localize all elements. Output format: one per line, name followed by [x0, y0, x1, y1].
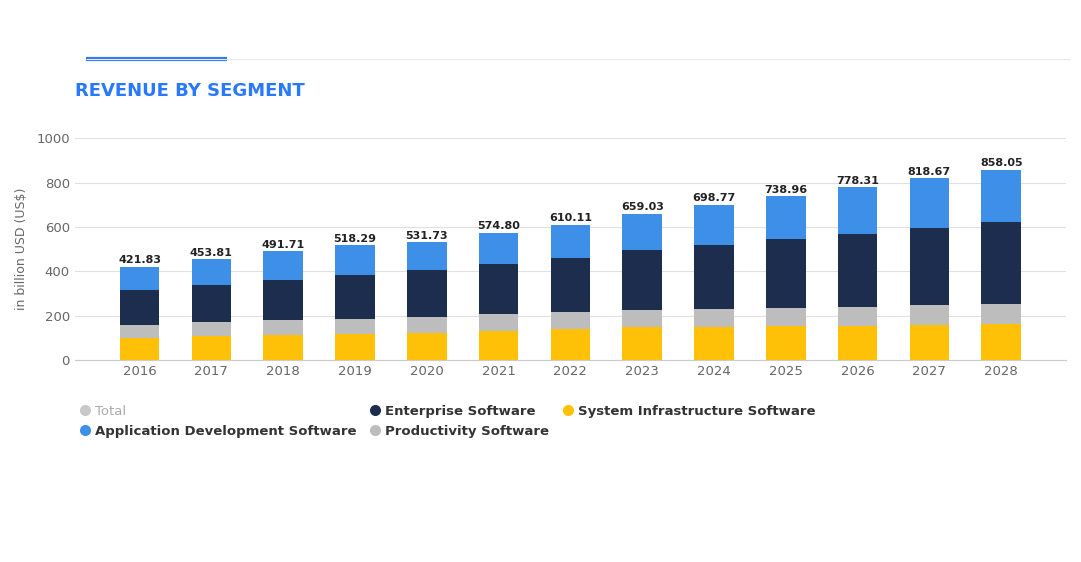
Bar: [408, 333, 446, 360]
Bar: [766, 239, 805, 308]
Y-axis label: in billion USD (US$): in billion USD (US$): [15, 188, 28, 310]
Bar: [120, 291, 159, 325]
Bar: [335, 334, 375, 360]
Bar: [623, 214, 662, 250]
Bar: [838, 234, 878, 306]
Bar: [982, 304, 1020, 324]
Bar: [408, 242, 446, 270]
Bar: [479, 264, 519, 314]
Bar: [335, 275, 375, 319]
Bar: [982, 324, 1020, 360]
Bar: [120, 266, 159, 291]
Bar: [909, 228, 949, 305]
Bar: [982, 222, 1020, 304]
Text: 659.03: 659.03: [620, 202, 664, 212]
Text: 574.80: 574.80: [477, 221, 520, 231]
Text: 738.96: 738.96: [764, 184, 808, 194]
Bar: [694, 245, 734, 309]
Bar: [909, 178, 949, 228]
Text: 610.11: 610.11: [549, 213, 592, 223]
Bar: [120, 338, 159, 360]
Bar: [191, 260, 231, 285]
Bar: [694, 309, 734, 327]
Bar: [550, 225, 590, 257]
Bar: [191, 285, 231, 323]
Bar: [264, 280, 303, 320]
Bar: [191, 336, 231, 360]
Bar: [550, 312, 590, 329]
Text: 518.29: 518.29: [334, 234, 376, 243]
Text: 531.73: 531.73: [405, 230, 449, 241]
Bar: [335, 245, 375, 275]
Text: 858.05: 858.05: [979, 158, 1023, 168]
Bar: [694, 205, 734, 245]
Text: 818.67: 818.67: [908, 167, 951, 177]
Bar: [550, 257, 590, 312]
Bar: [479, 314, 519, 331]
Bar: [335, 319, 375, 334]
Bar: [120, 325, 159, 338]
Bar: [191, 323, 231, 336]
Bar: [838, 306, 878, 325]
Bar: [264, 320, 303, 336]
Bar: [408, 316, 446, 333]
Bar: [550, 329, 590, 360]
Text: 698.77: 698.77: [693, 193, 736, 203]
Bar: [838, 325, 878, 360]
Bar: [909, 325, 949, 360]
Bar: [479, 331, 519, 360]
Bar: [694, 327, 734, 360]
Bar: [909, 305, 949, 325]
Text: 421.83: 421.83: [118, 255, 161, 265]
Bar: [982, 170, 1020, 222]
Text: 453.81: 453.81: [190, 248, 232, 258]
Bar: [479, 233, 519, 264]
Bar: [766, 196, 805, 239]
Bar: [623, 250, 662, 310]
Bar: [264, 336, 303, 360]
Bar: [408, 270, 446, 316]
Text: 778.31: 778.31: [837, 176, 879, 186]
Bar: [264, 251, 303, 280]
Text: REVENUE BY SEGMENT: REVENUE BY SEGMENT: [75, 83, 305, 101]
Bar: [623, 328, 662, 360]
Legend: Total, Application Development Software, Enterprise Software, Productivity Softw: Total, Application Development Software,…: [81, 405, 816, 438]
Bar: [838, 187, 878, 234]
Bar: [766, 308, 805, 327]
Bar: [623, 310, 662, 328]
Text: 491.71: 491.71: [262, 239, 305, 250]
Bar: [766, 327, 805, 360]
